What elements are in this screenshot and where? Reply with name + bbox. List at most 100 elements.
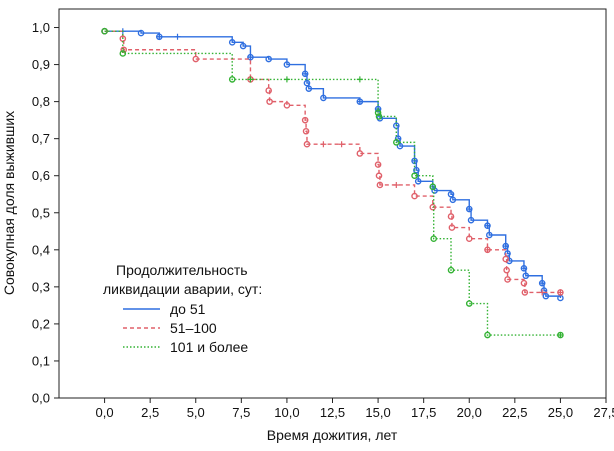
censored-mark [247, 76, 254, 83]
event-point [374, 109, 382, 117]
legend-label-1: 51–100 [170, 320, 217, 336]
event-point [283, 61, 291, 68]
x-tick-label: 17,5 [411, 405, 436, 420]
censored-mark [356, 98, 363, 105]
event-point [137, 29, 145, 37]
series-0 [101, 27, 564, 302]
event-point [447, 266, 455, 274]
censored-mark [539, 289, 546, 296]
x-tick-label: 15,0 [365, 405, 390, 420]
legend-label-0: до 51 [170, 301, 206, 317]
y-tick-label: 0,4 [32, 242, 50, 257]
event-point [375, 172, 383, 180]
event-point [542, 292, 550, 300]
censored-mark [174, 33, 181, 40]
survival-line [104, 30, 562, 298]
survival-line [104, 30, 561, 336]
x-tick-label: 27,5 [593, 405, 614, 420]
censored-mark [484, 246, 491, 253]
y-tick-label: 0,0 [32, 391, 50, 406]
event-point [119, 50, 127, 57]
censored-mark [466, 206, 473, 213]
x-tick-label: 7,5 [232, 405, 250, 420]
censored-mark [283, 76, 290, 83]
event-point [521, 289, 529, 296]
x-tick-label: 22,5 [502, 405, 527, 420]
event-point [375, 113, 383, 120]
legend-title-line-2: ликвидации аварии, сут: [103, 281, 262, 297]
y-tick-label: 0,8 [32, 94, 50, 109]
event-point [302, 127, 310, 135]
event-point [413, 166, 420, 174]
censored-mark [356, 76, 363, 83]
event-point [228, 76, 236, 83]
censored-mark [393, 181, 400, 188]
event-point [120, 46, 128, 54]
x-tick-label: 25,0 [548, 405, 573, 420]
event-point [265, 87, 272, 94]
event-point [503, 266, 510, 274]
censored-mark [156, 33, 163, 40]
event-point [411, 172, 418, 180]
event-point [376, 181, 384, 189]
event-point [449, 196, 457, 204]
censored-mark [484, 222, 491, 229]
event-point [303, 79, 311, 87]
event-point [303, 140, 311, 148]
event-point [356, 150, 364, 157]
x-axis-ticks: 0,0 2,5 5,0 7,5 10,0 12,5 15,0 17,5 20,0 22,5 25,0… [96, 398, 614, 420]
x-tick-label: 20,0 [457, 405, 482, 420]
x-axis-label: Время дожития, лет [267, 427, 398, 443]
event-point [101, 27, 108, 35]
event-point [484, 331, 491, 339]
event-point [414, 177, 422, 185]
censored-mark [302, 70, 309, 77]
event-point [374, 161, 382, 168]
censored-mark [520, 265, 527, 272]
series-2 [101, 27, 564, 339]
y-tick-label: 1,0 [32, 20, 50, 35]
legend-title-line-1: Продолжительность [116, 262, 248, 278]
event-point [429, 203, 437, 211]
y-axis-label: Совокупная доля выживших [1, 111, 17, 295]
y-tick-label: 0,5 [32, 205, 50, 220]
censored-mark [502, 243, 509, 250]
event-point [522, 272, 530, 280]
event-point [393, 139, 400, 146]
event-point [265, 55, 272, 63]
survival-line [104, 30, 561, 294]
series-layer [101, 27, 564, 339]
event-point [520, 279, 528, 287]
event-point [447, 190, 455, 198]
event-point [192, 55, 200, 63]
event-point [430, 235, 437, 242]
event-point [283, 102, 291, 109]
y-tick-label: 0,3 [32, 279, 50, 294]
censored-mark [320, 141, 327, 148]
x-tick-label: 5,0 [187, 405, 205, 420]
y-tick-label: 0,2 [32, 316, 50, 331]
x-tick-label: 0,0 [96, 405, 114, 420]
y-tick-label: 0,1 [32, 353, 50, 368]
event-point [429, 183, 437, 191]
event-point [465, 235, 473, 242]
event-point [486, 231, 493, 239]
event-point [266, 98, 273, 105]
y-axis-ticks: 0,0 0,1 0,2 0,3 0,4 0,5 0,6 0,7 0,8 0,9 1,0 [32, 20, 59, 406]
x-tick-label: 12,5 [320, 405, 345, 420]
event-point [320, 94, 327, 102]
y-tick-label: 0,7 [32, 131, 50, 146]
x-tick-label: 2,5 [141, 405, 159, 420]
event-point [448, 224, 456, 231]
event-point [228, 39, 236, 46]
event-point [396, 142, 404, 150]
event-point [502, 255, 510, 263]
event-point [305, 85, 313, 92]
event-point [239, 42, 247, 50]
censored-mark [539, 280, 546, 287]
plot-area-frame [58, 8, 607, 399]
event-point [504, 276, 511, 283]
event-point [465, 300, 473, 307]
